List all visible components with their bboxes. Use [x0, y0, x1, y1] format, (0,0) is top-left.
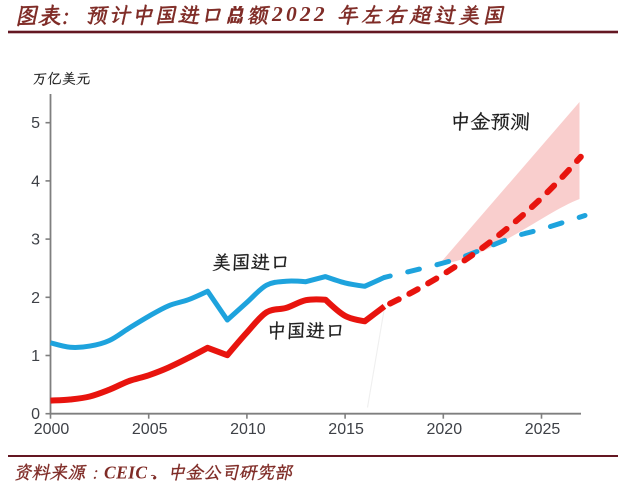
svg-text:2022: 2022 — [271, 2, 328, 26]
svg-text:4: 4 — [31, 173, 40, 190]
svg-text:2: 2 — [31, 290, 40, 307]
svg-text:0: 0 — [31, 406, 40, 423]
svg-text:2025: 2025 — [525, 421, 561, 438]
svg-text:3: 3 — [31, 232, 40, 249]
svg-text:CEIC: CEIC — [104, 463, 147, 483]
svg-text:1: 1 — [31, 348, 40, 365]
svg-text:2005: 2005 — [132, 421, 168, 438]
svg-text:2010: 2010 — [230, 421, 266, 438]
svg-text:2020: 2020 — [427, 421, 463, 438]
svg-text:2000: 2000 — [34, 421, 70, 438]
svg-text:5: 5 — [31, 115, 40, 132]
svg-text:2015: 2015 — [328, 421, 364, 438]
